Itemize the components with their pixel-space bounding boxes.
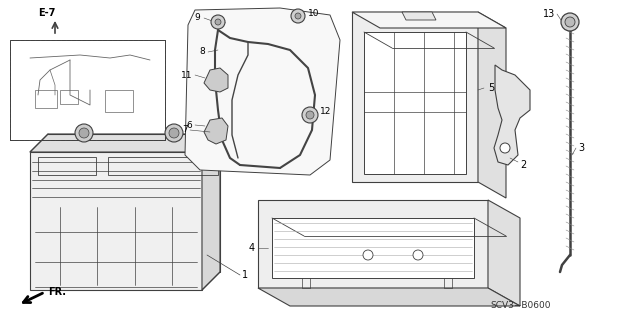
Polygon shape <box>402 12 436 20</box>
Polygon shape <box>258 288 520 306</box>
Circle shape <box>291 9 305 23</box>
Circle shape <box>500 143 510 153</box>
Text: 2: 2 <box>520 160 526 170</box>
Polygon shape <box>202 134 220 290</box>
Circle shape <box>165 124 183 142</box>
Circle shape <box>302 107 318 123</box>
Polygon shape <box>352 12 506 28</box>
Text: 3: 3 <box>578 143 584 153</box>
Text: 12: 12 <box>320 108 332 116</box>
Polygon shape <box>272 218 474 278</box>
Circle shape <box>306 111 314 119</box>
Polygon shape <box>488 200 520 306</box>
Text: 10: 10 <box>308 10 319 19</box>
Bar <box>10 40 165 140</box>
Circle shape <box>215 19 221 25</box>
Polygon shape <box>478 12 506 198</box>
Bar <box>35 90 57 108</box>
Bar <box>105 90 133 112</box>
Polygon shape <box>204 118 228 144</box>
Circle shape <box>413 250 423 260</box>
Circle shape <box>211 15 225 29</box>
Text: 11: 11 <box>180 70 192 79</box>
Bar <box>10 40 165 140</box>
Text: 7: 7 <box>182 125 188 135</box>
Circle shape <box>75 124 93 142</box>
Polygon shape <box>185 8 340 175</box>
Circle shape <box>363 250 373 260</box>
Text: 5: 5 <box>488 83 494 93</box>
Text: 13: 13 <box>543 9 555 19</box>
Bar <box>108 157 218 175</box>
Polygon shape <box>364 32 466 174</box>
Circle shape <box>295 13 301 19</box>
Text: FR.: FR. <box>48 287 66 297</box>
Circle shape <box>169 128 179 138</box>
Polygon shape <box>352 12 478 182</box>
Circle shape <box>565 17 575 27</box>
Text: 9: 9 <box>195 13 200 23</box>
Text: 4: 4 <box>249 243 255 253</box>
Bar <box>60 90 78 104</box>
Bar <box>38 157 96 175</box>
Polygon shape <box>258 200 488 288</box>
Polygon shape <box>204 68 228 92</box>
Text: 1: 1 <box>242 270 248 280</box>
Text: 6: 6 <box>186 121 192 130</box>
Circle shape <box>561 13 579 31</box>
Polygon shape <box>30 152 202 290</box>
Text: SCV3−B0600: SCV3−B0600 <box>490 300 550 309</box>
Text: 8: 8 <box>199 48 205 56</box>
Polygon shape <box>30 134 220 152</box>
Text: E-7: E-7 <box>38 8 56 18</box>
Circle shape <box>79 128 89 138</box>
Polygon shape <box>494 65 530 165</box>
